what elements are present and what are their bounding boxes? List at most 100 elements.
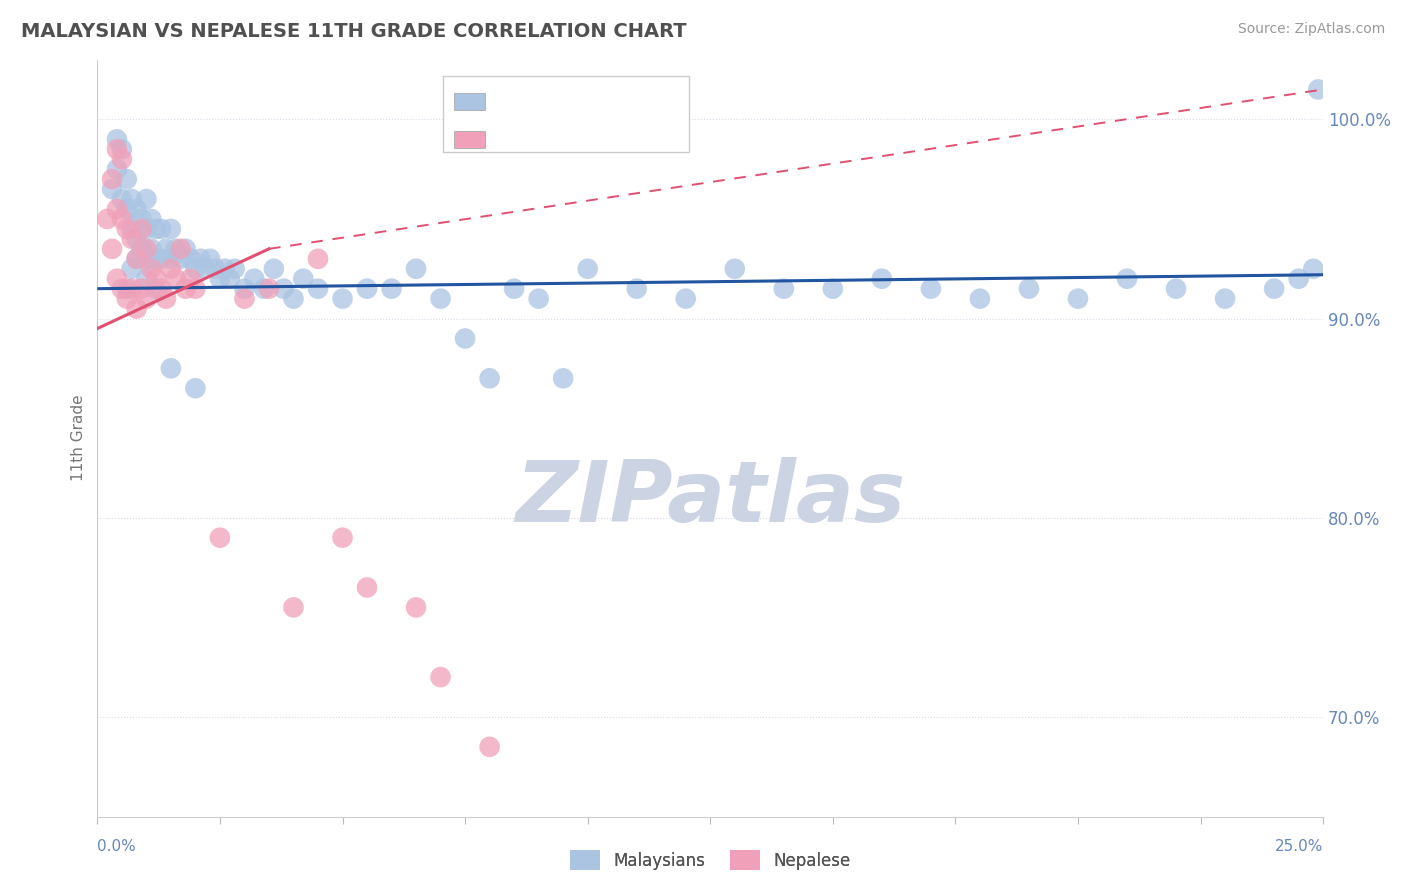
Point [233, 282, 256, 296]
Text: MALAYSIAN VS NEPALESE 11TH GRADE CORRELATION CHART: MALAYSIAN VS NEPALESE 11TH GRADE CORRELA… [21, 22, 686, 41]
Point [194, 261, 217, 276]
Point [135, 271, 157, 285]
Point [870, 271, 893, 285]
Point [121, 261, 143, 276]
Point [292, 271, 315, 285]
Point [233, 292, 256, 306]
Point [170, 252, 193, 266]
Point [150, 222, 173, 236]
Point [224, 261, 246, 276]
Point [121, 222, 143, 236]
Point [135, 192, 157, 206]
Point [307, 282, 329, 296]
Point [1164, 282, 1187, 296]
Point [429, 292, 451, 306]
Point [115, 202, 138, 216]
Point [135, 252, 157, 266]
Point [214, 261, 236, 276]
Point [1308, 82, 1330, 96]
Point [1263, 282, 1285, 296]
Point [145, 282, 167, 296]
Point [150, 252, 173, 266]
Y-axis label: 11th Grade: 11th Grade [72, 395, 86, 482]
Point [174, 242, 197, 256]
Point [1302, 261, 1324, 276]
Point [283, 292, 305, 306]
Point [125, 252, 148, 266]
Point [141, 252, 163, 266]
Point [198, 252, 221, 266]
Point [257, 282, 280, 296]
Point [101, 172, 124, 186]
Point [155, 292, 177, 306]
Point [141, 211, 163, 226]
Point [626, 282, 648, 296]
Point [145, 252, 167, 266]
Text: R = 0.027   N = 82: R = 0.027 N = 82 [494, 86, 651, 103]
Point [821, 282, 844, 296]
Point [478, 739, 501, 754]
Point [553, 371, 575, 385]
Point [96, 211, 118, 226]
Point [527, 292, 550, 306]
Point [179, 252, 201, 266]
Point [429, 670, 451, 684]
Point [121, 192, 143, 206]
Point [111, 211, 134, 226]
Point [1067, 292, 1090, 306]
Point [263, 261, 285, 276]
Point [503, 282, 526, 296]
Point [121, 282, 143, 296]
Text: 0.0%: 0.0% [97, 838, 136, 854]
Point [772, 282, 794, 296]
Point [125, 252, 148, 266]
Point [356, 581, 378, 595]
Point [160, 261, 183, 276]
Point [115, 222, 138, 236]
Point [1213, 292, 1236, 306]
Point [141, 261, 163, 276]
Point [243, 271, 266, 285]
Point [125, 232, 148, 246]
Point [576, 261, 599, 276]
Point [204, 261, 226, 276]
Text: N = 82: N = 82 [581, 86, 643, 103]
Point [121, 232, 143, 246]
Point [131, 222, 153, 236]
Point [170, 242, 193, 256]
Point [160, 222, 183, 236]
Point [105, 202, 128, 216]
Point [1116, 271, 1139, 285]
Point [184, 381, 207, 395]
Point [724, 261, 747, 276]
Point [131, 211, 153, 226]
Point [332, 292, 354, 306]
Point [141, 242, 163, 256]
Point [969, 292, 991, 306]
Point [675, 292, 697, 306]
Point [145, 271, 167, 285]
Point [165, 242, 187, 256]
Point [179, 271, 201, 285]
Text: 25.0%: 25.0% [1275, 838, 1323, 854]
Point [135, 222, 157, 236]
Point [273, 282, 295, 296]
Point [184, 261, 207, 276]
Point [160, 361, 183, 376]
Point [115, 292, 138, 306]
Point [253, 282, 276, 296]
Point [920, 282, 942, 296]
Point [135, 292, 157, 306]
Text: Source: ZipAtlas.com: Source: ZipAtlas.com [1237, 22, 1385, 37]
Point [150, 282, 173, 296]
Point [380, 282, 402, 296]
Point [111, 192, 134, 206]
Text: R = 0.156   N = 39: R = 0.156 N = 39 [494, 124, 651, 142]
Point [405, 261, 427, 276]
Point [307, 252, 329, 266]
Point [155, 242, 177, 256]
Point [115, 172, 138, 186]
Point [135, 242, 157, 256]
Point [165, 271, 187, 285]
Point [283, 600, 305, 615]
